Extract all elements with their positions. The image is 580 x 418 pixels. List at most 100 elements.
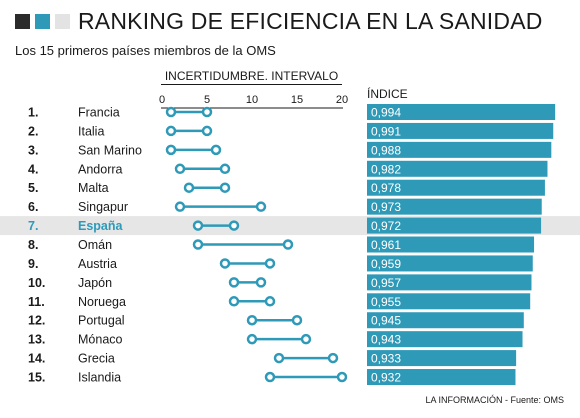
rank-label: 11. <box>28 295 45 309</box>
country-label: Italia <box>78 124 104 138</box>
rank-label: 5. <box>28 181 38 195</box>
interval-high-point <box>201 106 213 118</box>
index-value-label: 0,959 <box>371 257 401 271</box>
country-label: Singapur <box>78 200 128 214</box>
index-value-label: 0,955 <box>371 295 401 309</box>
interval-high-point <box>210 144 222 156</box>
index-value-label: 0,943 <box>371 333 401 347</box>
interval-high-point <box>264 258 276 269</box>
country-label: Noruega <box>78 295 126 309</box>
interval-tick-label: 10 <box>246 94 258 106</box>
interval-low-point <box>165 144 177 156</box>
index-value-label: 0,973 <box>371 200 401 214</box>
index-bar <box>367 274 532 291</box>
rank-label: 13. <box>28 333 45 347</box>
country-label: San Marino <box>78 143 142 157</box>
rank-label: 6. <box>28 200 38 214</box>
country-label: Malta <box>78 181 109 195</box>
interval-high-point <box>336 371 348 383</box>
interval-low-point <box>264 371 276 383</box>
index-bar <box>367 122 554 139</box>
country-label: Austria <box>78 257 117 271</box>
index-bar <box>367 198 542 215</box>
interval-low-point <box>165 125 177 137</box>
source-note: LA INFORMACIÓN - Fuente: OMS <box>425 395 564 405</box>
rank-label: 14. <box>28 352 45 366</box>
interval-high-point <box>255 201 267 212</box>
country-label: Portugal <box>78 314 125 328</box>
title-square-dark <box>15 14 30 29</box>
interval-low-point <box>273 352 285 364</box>
interval-low-point <box>219 258 231 269</box>
index-bar <box>367 236 535 253</box>
rank-label: 4. <box>28 162 38 176</box>
interval-low-point <box>246 314 258 326</box>
rank-label: 15. <box>28 371 45 385</box>
interval-axis-title: INCERTIDUMBRE. INTERVALO <box>164 69 339 83</box>
country-label: Francia <box>78 106 120 120</box>
index-value-label: 0,945 <box>371 314 401 328</box>
country-label: Andorra <box>78 162 123 176</box>
rank-label: 2. <box>28 124 38 138</box>
index-bar <box>367 160 548 177</box>
interval-tick-label: 15 <box>291 94 303 106</box>
interval-low-point <box>183 182 195 193</box>
interval-tick-label: 5 <box>204 94 210 106</box>
chart-subtitle: Los 15 primeros países miembros de la OM… <box>15 43 276 58</box>
interval-high-point <box>201 125 213 137</box>
index-value-label: 0,994 <box>371 106 401 120</box>
index-bar <box>367 217 542 234</box>
rank-label: 1. <box>28 106 38 120</box>
country-label: Omán <box>78 238 112 252</box>
title-square-light <box>55 14 70 29</box>
index-bar <box>367 369 516 386</box>
interval-low-point <box>228 296 240 307</box>
interval-high-point <box>327 352 339 364</box>
index-bar <box>367 104 556 120</box>
interval-high-point <box>219 163 231 175</box>
index-bar <box>367 293 531 310</box>
index-column-title: ÍNDICE <box>367 87 408 101</box>
index-value-label: 0,988 <box>371 143 401 157</box>
interval-axis-title-rule <box>161 84 342 85</box>
interval-high-point <box>300 333 312 345</box>
interval-low-point <box>246 333 258 345</box>
interval-high-point <box>228 220 240 231</box>
chart-title: RANKING DE EFICIENCIA EN LA SANIDAD <box>78 8 543 34</box>
interval-high-point <box>282 239 294 250</box>
index-bar <box>367 312 524 329</box>
rank-label: 3. <box>28 143 38 157</box>
index-value-label: 0,982 <box>371 162 401 176</box>
index-value-label: 0,991 <box>371 124 401 138</box>
interval-high-point <box>219 182 231 193</box>
title-square-blue <box>35 14 50 29</box>
index-value-label: 0,957 <box>371 276 401 290</box>
country-label: Grecia <box>78 352 115 366</box>
rank-label: 8. <box>28 238 38 252</box>
index-bar <box>367 331 523 348</box>
interval-low-point <box>174 163 186 175</box>
country-label: Islandia <box>78 371 121 385</box>
country-label: Japón <box>78 276 112 290</box>
index-value-label: 0,961 <box>371 238 401 252</box>
index-value-label: 0,978 <box>371 181 401 195</box>
rank-label: 9. <box>28 257 38 271</box>
index-value-label: 0,972 <box>371 219 401 233</box>
interval-high-point <box>291 314 303 326</box>
interval-tick-label: 0 <box>159 94 165 106</box>
interval-low-point <box>192 220 204 231</box>
interval-low-point <box>192 239 204 250</box>
interval-high-point <box>255 277 267 288</box>
rank-label: 10. <box>28 276 45 290</box>
index-bar <box>367 255 533 272</box>
index-bar <box>367 141 552 158</box>
country-label: Mónaco <box>78 333 123 347</box>
index-value-label: 0,933 <box>371 352 401 366</box>
interval-low-point <box>165 106 177 118</box>
index-bar <box>367 350 517 367</box>
rank-label: 12. <box>28 314 45 328</box>
country-label: España <box>78 219 124 233</box>
index-bar <box>367 179 545 196</box>
rank-label: 7. <box>28 219 38 233</box>
